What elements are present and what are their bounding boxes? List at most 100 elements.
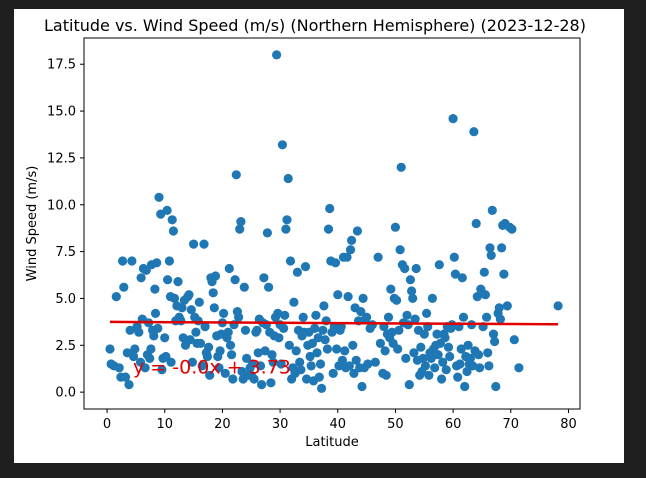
scatter-point bbox=[202, 351, 212, 362]
scatter-point bbox=[352, 226, 362, 236]
scatter-point bbox=[553, 301, 563, 311]
scatter-point bbox=[426, 353, 436, 363]
scatter-point bbox=[307, 338, 317, 348]
scatter-point bbox=[105, 344, 115, 354]
scatter-point bbox=[465, 353, 475, 363]
scatter-point bbox=[362, 312, 372, 322]
scatter-point bbox=[363, 359, 373, 369]
scatter-point bbox=[482, 312, 492, 322]
scatter-point bbox=[390, 222, 400, 232]
x-tick-label: 30 bbox=[272, 417, 289, 432]
x-axis: 0 10 20 30 40 50 60 70 80 bbox=[103, 409, 577, 432]
scatter-point bbox=[502, 301, 512, 311]
scatter-point bbox=[273, 308, 283, 318]
scatter-point bbox=[443, 342, 454, 352]
scatter-point bbox=[337, 355, 347, 365]
scatter-point bbox=[249, 374, 259, 384]
scatter-point bbox=[317, 383, 327, 393]
x-tick-label: 80 bbox=[560, 417, 577, 432]
scatter-point bbox=[323, 224, 334, 234]
scatter-point bbox=[486, 250, 496, 260]
scatter-point bbox=[433, 350, 443, 360]
y-tick-label: 10.0 bbox=[47, 198, 76, 213]
scatter-point bbox=[499, 269, 509, 279]
chart-figure: Latitude vs. Wind Speed (m/s) (Northern … bbox=[14, 9, 624, 463]
scatter-point bbox=[490, 336, 500, 347]
scatter-point bbox=[252, 325, 262, 335]
scatter-point bbox=[208, 288, 218, 298]
scatter-point bbox=[330, 258, 341, 268]
y-tick-label: 12.5 bbox=[47, 151, 76, 166]
scatter-point bbox=[215, 346, 225, 356]
scatter-point bbox=[313, 333, 323, 343]
scatter-point bbox=[404, 380, 414, 390]
scatter-point bbox=[160, 333, 170, 343]
x-tick-label: 50 bbox=[387, 417, 404, 432]
scatter-point bbox=[356, 307, 366, 317]
scatter-point bbox=[199, 239, 209, 249]
scatter-point bbox=[298, 312, 308, 322]
scatter-point bbox=[282, 215, 292, 225]
scatter-point bbox=[214, 363, 224, 373]
y-tick-label: 0.0 bbox=[55, 386, 76, 401]
scatter-point bbox=[457, 273, 467, 283]
scatter-point bbox=[119, 282, 129, 292]
scatter-point bbox=[453, 372, 463, 382]
scatter-point bbox=[381, 370, 391, 380]
x-tick-label: 60 bbox=[445, 417, 462, 432]
scatter-point bbox=[204, 342, 214, 352]
scatter-point bbox=[407, 286, 417, 296]
scatter-point bbox=[328, 368, 338, 378]
scatter-point bbox=[277, 140, 287, 150]
scatter-point bbox=[296, 365, 306, 375]
scatter-point bbox=[285, 256, 296, 266]
scatter-point bbox=[392, 295, 402, 305]
scatter-point bbox=[432, 329, 442, 339]
scatter-chart: Latitude vs. Wind Speed (m/s) (Northern … bbox=[25, 16, 586, 450]
scatter-point bbox=[450, 269, 460, 279]
scatter-point bbox=[239, 282, 249, 292]
scatter-point bbox=[257, 380, 267, 390]
scatter-point bbox=[333, 290, 343, 300]
scatter-point bbox=[448, 114, 458, 124]
scatter-point bbox=[410, 314, 420, 324]
scatter-point bbox=[418, 353, 428, 363]
scatter-point bbox=[394, 325, 404, 335]
y-axis: 0.0 2.5 5.0 7.5 10.0 12.5 15.0 17.5 bbox=[47, 58, 84, 401]
scatter-point bbox=[230, 275, 240, 285]
scatter-point bbox=[219, 308, 229, 318]
regression-line bbox=[109, 320, 559, 326]
scatter-point bbox=[401, 353, 411, 363]
scatter-point bbox=[484, 361, 494, 371]
scatter-point bbox=[279, 323, 289, 333]
scatter-point bbox=[184, 290, 194, 300]
scatter-point bbox=[154, 192, 164, 202]
scatter-point bbox=[416, 342, 426, 352]
scatter-point bbox=[268, 357, 278, 367]
scatter-point bbox=[281, 224, 291, 234]
scatter-point bbox=[344, 361, 354, 371]
scatter-point bbox=[302, 374, 312, 384]
scatter-point bbox=[306, 361, 316, 371]
scatter-point bbox=[224, 263, 234, 274]
scatter-point bbox=[173, 277, 183, 287]
scatter-point bbox=[210, 271, 221, 281]
scatter-point bbox=[195, 338, 206, 348]
scatter-point bbox=[295, 357, 305, 367]
scatter-point bbox=[322, 344, 332, 354]
y-tick-label: 15.0 bbox=[47, 105, 76, 120]
regression-equation: y = -0.0x + 3.73 bbox=[133, 356, 291, 378]
scatter-point bbox=[189, 239, 199, 249]
scatter-point bbox=[227, 350, 237, 360]
x-axis-label: Latitude bbox=[305, 435, 359, 450]
x-tick-label: 40 bbox=[329, 417, 346, 432]
y-tick-label: 2.5 bbox=[55, 339, 76, 354]
scatter-point bbox=[284, 340, 294, 350]
scatter-point bbox=[163, 275, 173, 285]
y-tick-label: 17.5 bbox=[47, 58, 76, 73]
scatter-point bbox=[262, 228, 272, 238]
scatter-point bbox=[231, 170, 241, 180]
scatter-point bbox=[152, 258, 162, 268]
scatter-point bbox=[220, 368, 230, 378]
scatter-point bbox=[129, 351, 139, 362]
